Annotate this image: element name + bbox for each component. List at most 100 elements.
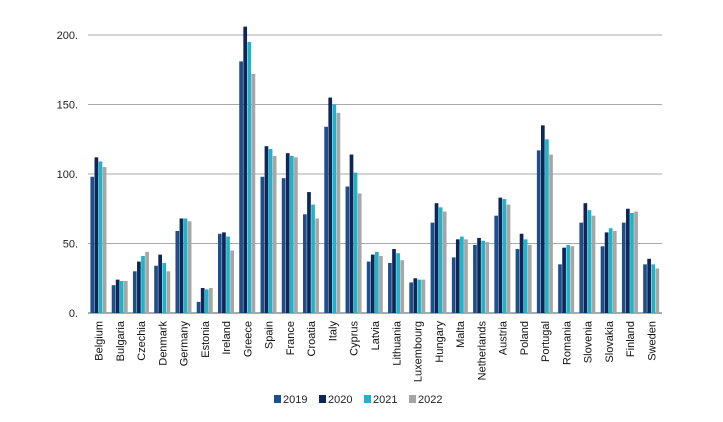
x-tick-label: Latvia — [370, 320, 382, 350]
bar-latvia-2019 — [366, 261, 371, 313]
bar-austria-2021 — [502, 199, 507, 313]
legend: 2019 2020 2021 2022 — [274, 394, 442, 406]
bar-poland-2020 — [519, 233, 524, 313]
bar-romania-2022 — [570, 246, 575, 313]
bar-latvia-2022 — [379, 256, 383, 313]
bar-germany-2022 — [187, 221, 192, 313]
x-tick-label: Germany — [179, 321, 191, 367]
bar-czechia-2019 — [132, 271, 137, 313]
x-tick-label: Sweden — [646, 321, 658, 361]
bar-estonia-2021 — [204, 289, 209, 313]
bar-portugal-2022 — [549, 154, 553, 313]
bar-italy-2020 — [328, 97, 333, 313]
bar-croatia-2021 — [311, 204, 315, 313]
bar-malta-2020 — [455, 239, 460, 313]
x-tick-label: Luxembourg — [413, 321, 425, 382]
bar-luxembourg-2022 — [421, 279, 426, 313]
bar-poland-2021 — [523, 239, 528, 313]
bar-cyprus-2019 — [345, 186, 350, 313]
bar-cyprus-2020 — [349, 154, 354, 313]
bar-slovenia-2020 — [583, 203, 588, 313]
bar-luxembourg-2019 — [409, 282, 414, 313]
bar-romania-2020 — [562, 247, 566, 313]
legend-label: 2020 — [328, 394, 352, 406]
x-tick-label: Slovakia — [604, 320, 616, 362]
y-axis: 0. 50. 100. 150. 200. — [57, 30, 78, 320]
bar-portugal-2020 — [540, 125, 545, 313]
x-tick-label: Italy — [327, 321, 339, 342]
bar-croatia-2022 — [315, 218, 320, 313]
bar-slovenia-2021 — [587, 210, 592, 313]
bar-sweden-2019 — [643, 264, 647, 313]
x-tick-label: Bulgaria — [115, 320, 127, 361]
legend-label: 2022 — [418, 394, 442, 406]
bar-lithuania-2022 — [400, 260, 405, 313]
bar-germany-2021 — [183, 218, 188, 313]
legend-swatch-2021 — [364, 395, 371, 403]
y-tick-label: 0. — [69, 308, 78, 320]
bar-hungary-2020 — [434, 203, 439, 313]
x-tick-label: Malta — [455, 320, 467, 348]
bar-netherlands-2022 — [485, 242, 490, 313]
bar-belgium-2022 — [102, 167, 107, 313]
bar-bulgaria-2022 — [123, 281, 128, 313]
bar-italy-2022 — [336, 112, 341, 313]
bar-croatia-2019 — [303, 214, 307, 313]
x-tick-label: Austria — [498, 320, 510, 355]
x-tick-label: Slovenia — [583, 320, 595, 363]
bar-ireland-2021 — [226, 236, 230, 313]
bar-belgium-2019 — [90, 176, 95, 313]
y-tick-label: 200. — [57, 30, 78, 42]
bar-france-2022 — [294, 157, 298, 313]
bar-czechia-2020 — [137, 261, 141, 313]
bar-finland-2019 — [621, 222, 626, 313]
bar-portugal-2019 — [536, 150, 541, 313]
bar-estonia-2022 — [209, 287, 213, 313]
bar-czechia-2021 — [141, 256, 145, 313]
bar-france-2019 — [281, 178, 286, 313]
bar-italy-2019 — [324, 126, 328, 314]
bar-finland-2022 — [634, 211, 638, 313]
bar-malta-2022 — [464, 239, 468, 313]
bar-bulgaria-2019 — [111, 285, 116, 313]
bar-bulgaria-2021 — [119, 281, 124, 313]
bar-hungary-2022 — [442, 211, 447, 313]
bar-malta-2019 — [451, 257, 456, 313]
bar-austria-2022 — [506, 204, 511, 313]
bar-ireland-2019 — [217, 233, 222, 313]
bar-greece-2020 — [243, 26, 248, 313]
bar-poland-2022 — [527, 244, 532, 313]
bar-slovakia-2020 — [604, 232, 609, 313]
legend-swatch-2019 — [274, 395, 281, 403]
bar-czechia-2022 — [145, 251, 149, 313]
x-axis: Belgium Bulgaria Czechia Denmark Germany Esto… — [94, 320, 659, 382]
bar-denmark-2020 — [158, 254, 163, 313]
bar-france-2021 — [289, 155, 294, 313]
bar-sweden-2022 — [655, 268, 660, 313]
bar-cyprus-2022 — [357, 193, 362, 313]
bar-netherlands-2020 — [477, 237, 481, 313]
bar-france-2020 — [285, 153, 290, 313]
bar-spain-2019 — [260, 176, 265, 313]
bar-bulgaria-2020 — [115, 279, 120, 313]
y-tick-label: 150. — [57, 100, 78, 112]
x-tick-label: Netherlands — [476, 321, 488, 381]
bar-romania-2021 — [566, 244, 571, 313]
bar-spain-2020 — [264, 146, 269, 313]
y-tick-label: 50. — [63, 239, 78, 251]
bar-finland-2021 — [630, 212, 634, 313]
y-tick-label: 100. — [57, 169, 78, 181]
bar-portugal-2021 — [545, 139, 549, 313]
x-tick-label: Poland — [519, 321, 531, 355]
legend-label: 2021 — [373, 394, 397, 406]
bar-italy-2021 — [332, 104, 337, 313]
bar-spain-2022 — [272, 155, 277, 313]
bar-denmark-2022 — [166, 271, 171, 313]
bar-lithuania-2021 — [396, 253, 400, 313]
bar-ireland-2020 — [222, 232, 226, 313]
bar-denmark-2021 — [162, 262, 167, 313]
bar-estonia-2020 — [200, 287, 205, 313]
x-tick-label: Ireland — [221, 321, 233, 355]
x-tick-label: Lithuania — [391, 320, 403, 366]
